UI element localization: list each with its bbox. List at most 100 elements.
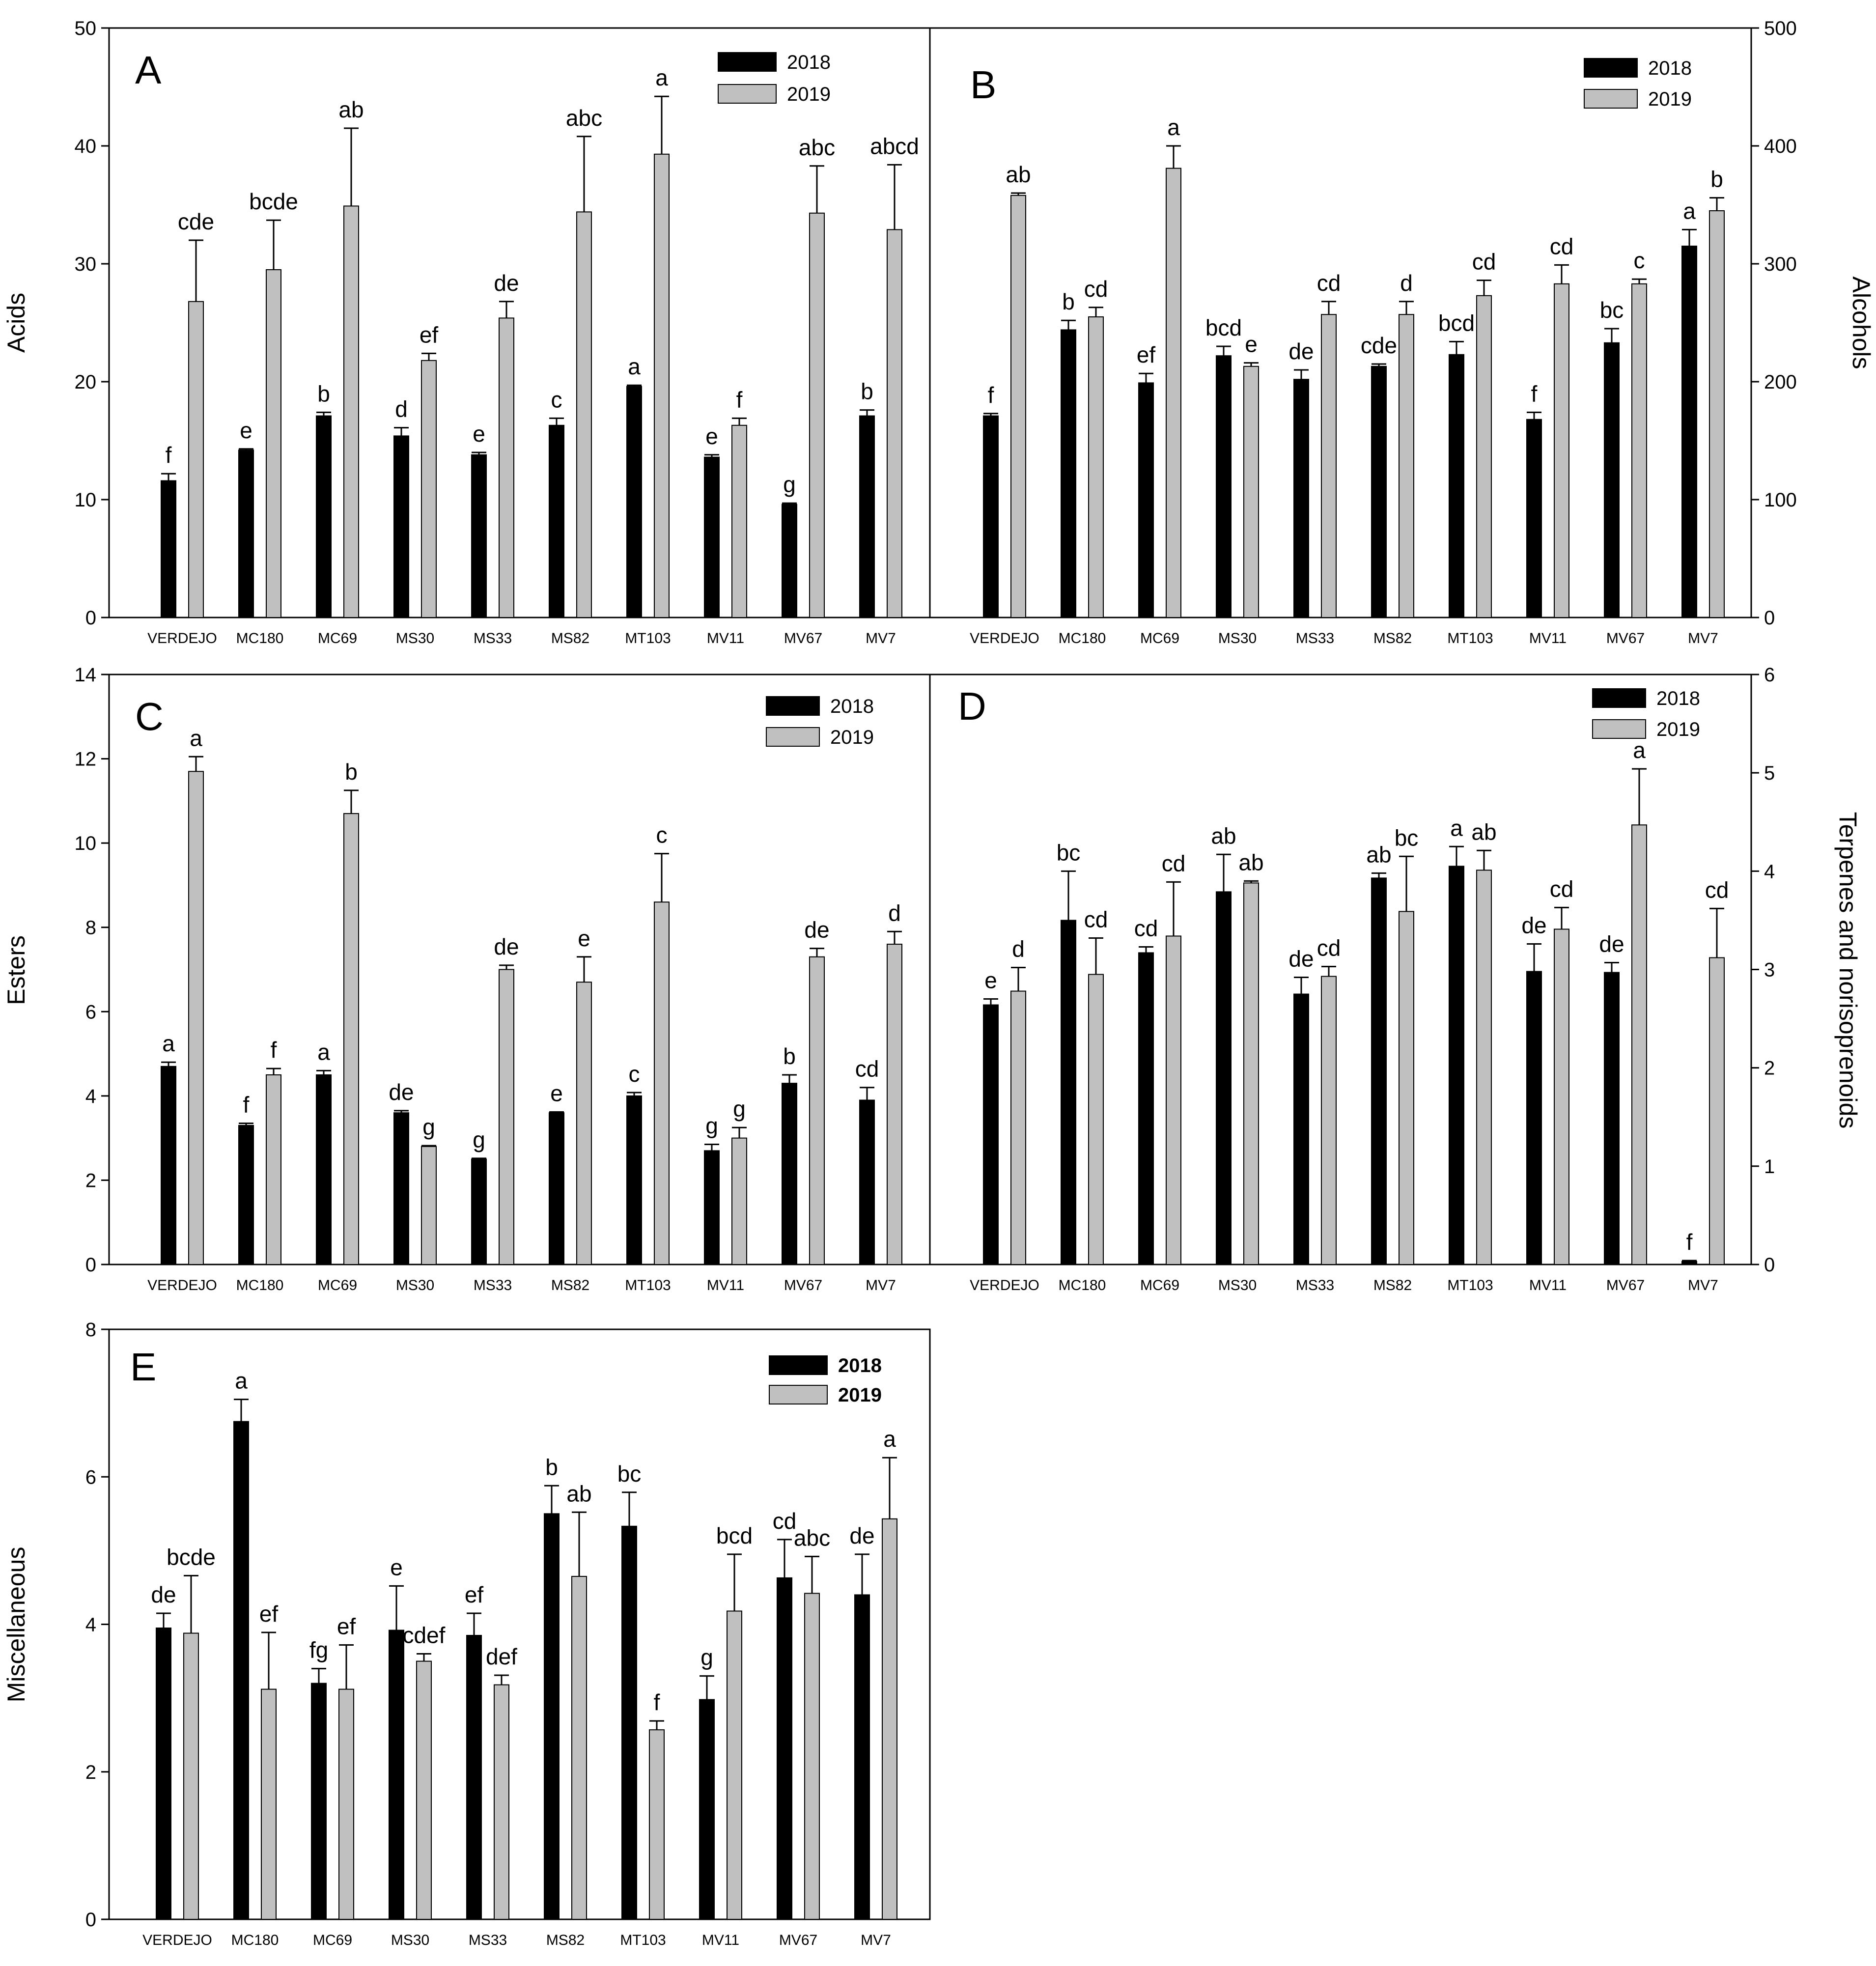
bar-2019 bbox=[1243, 365, 1259, 618]
significance-label: a bbox=[1167, 114, 1180, 140]
bar-2018 bbox=[1061, 920, 1076, 1265]
y-axis-title: Alcohols bbox=[1848, 277, 1875, 369]
significance-label: g bbox=[422, 1114, 435, 1140]
y-axis-title: Miscellaneous bbox=[2, 1547, 30, 1703]
legend-label: 2018 bbox=[787, 52, 831, 73]
x-tick-label: MS30 bbox=[391, 1932, 429, 1948]
x-tick-label: MS33 bbox=[469, 1932, 507, 1948]
significance-label: bc bbox=[1600, 297, 1624, 323]
bar-2019 bbox=[731, 1137, 747, 1265]
bar-2019 bbox=[183, 1632, 199, 1920]
bar-2019 bbox=[188, 301, 204, 618]
bar-2019 bbox=[421, 1146, 437, 1265]
x-tick-label: MS82 bbox=[1373, 630, 1412, 646]
bar-2018 bbox=[393, 1112, 409, 1265]
bar-2018 bbox=[471, 1158, 487, 1265]
panel-letter: C bbox=[135, 695, 164, 738]
bar-2018 bbox=[854, 1594, 870, 1920]
x-tick-label: MV11 bbox=[1529, 630, 1567, 646]
significance-label: b bbox=[317, 381, 330, 406]
bar-2019 bbox=[421, 360, 437, 618]
x-tick-label: MV11 bbox=[702, 1932, 739, 1948]
x-tick-label: MC180 bbox=[231, 1932, 279, 1948]
bar-2019 bbox=[654, 153, 670, 618]
significance-label: de bbox=[1599, 931, 1624, 956]
y-tick-label: 40 bbox=[75, 136, 97, 157]
significance-label: cdef bbox=[403, 1623, 446, 1648]
significance-label: f bbox=[654, 1689, 660, 1715]
significance-label: g bbox=[783, 472, 796, 497]
x-tick-label: MS82 bbox=[1373, 1277, 1412, 1293]
bar-2019 bbox=[261, 1688, 277, 1920]
bar-2018 bbox=[544, 1513, 560, 1920]
bar-2019 bbox=[809, 956, 825, 1265]
significance-label: de bbox=[494, 270, 519, 296]
significance-label: bc bbox=[617, 1461, 642, 1487]
significance-label: ef bbox=[259, 1601, 279, 1627]
bar-2018 bbox=[393, 435, 409, 618]
legend-label: 2019 bbox=[787, 84, 831, 105]
bar-2018 bbox=[699, 1699, 715, 1920]
significance-label: e bbox=[473, 421, 485, 447]
panel-c-frame bbox=[108, 674, 931, 1265]
y-tick-label: 0 bbox=[1764, 1254, 1775, 1276]
x-tick-label: MV11 bbox=[1529, 1277, 1567, 1293]
x-tick-label: MT103 bbox=[620, 1932, 666, 1948]
significance-label: ef bbox=[337, 1614, 356, 1639]
legend-swatch-2019 bbox=[1584, 89, 1638, 109]
bar-2019 bbox=[731, 424, 747, 618]
bar-2018 bbox=[983, 1004, 999, 1265]
bar-2018 bbox=[777, 1577, 792, 1920]
bar-2018 bbox=[471, 454, 487, 618]
x-tick-label: MC69 bbox=[313, 1932, 352, 1948]
bar-2019 bbox=[1476, 295, 1492, 618]
bar-2018 bbox=[859, 1099, 875, 1265]
panel-b: 0 100 200 300 400 500 Alcohols B VERDEJO MC180 MC6… bbox=[929, 18, 1875, 646]
x-tick-label: MC69 bbox=[1140, 630, 1179, 646]
significance-label: f bbox=[1686, 1229, 1693, 1255]
x-tick-label: MV67 bbox=[779, 1932, 817, 1948]
legend-swatch-2019 bbox=[1592, 719, 1646, 739]
bar-2019 bbox=[571, 1575, 587, 1920]
x-tick-label: VERDEJO bbox=[970, 1277, 1039, 1293]
x-tick-label: MV67 bbox=[784, 1277, 822, 1293]
bar-2019 bbox=[1088, 316, 1104, 618]
significance-label: cd bbox=[1317, 935, 1341, 960]
panel-letter: E bbox=[130, 1345, 156, 1389]
bar-2018 bbox=[1293, 379, 1309, 618]
significance-label: de bbox=[1288, 338, 1314, 364]
x-tick-label: MV7 bbox=[866, 1277, 896, 1293]
bar-2019 bbox=[1399, 314, 1414, 618]
significance-label: b bbox=[545, 1454, 558, 1480]
significance-label: de bbox=[494, 934, 519, 959]
x-tick-label: MV7 bbox=[861, 1932, 891, 1948]
bar-2018 bbox=[621, 1525, 637, 1920]
x-tick-label: MV7 bbox=[1688, 630, 1718, 646]
panel-letter: B bbox=[970, 63, 996, 107]
significance-label: f bbox=[1531, 381, 1538, 406]
bar-2019 bbox=[343, 205, 359, 618]
bar-2018 bbox=[859, 415, 875, 618]
bar-2018 bbox=[161, 480, 176, 618]
y-tick-label: 50 bbox=[75, 18, 97, 39]
y-tick-label: 5 bbox=[1764, 762, 1775, 784]
bar-2018 bbox=[311, 1683, 327, 1920]
legend-label: 2018 bbox=[830, 696, 874, 717]
bar-2019 bbox=[727, 1610, 742, 1920]
significance-label: cd bbox=[1317, 270, 1341, 296]
y-tick-label: 10 bbox=[75, 489, 97, 511]
bar-2018 bbox=[1371, 365, 1387, 618]
bar-2019 bbox=[1631, 283, 1647, 618]
bar-2019 bbox=[1010, 195, 1026, 618]
y-tick-label: 12 bbox=[75, 749, 97, 770]
significance-label: bcde bbox=[249, 189, 298, 214]
bar-2018 bbox=[316, 415, 332, 618]
significance-label: fg bbox=[309, 1637, 328, 1663]
significance-label: a bbox=[1450, 815, 1463, 841]
significance-label: a bbox=[655, 65, 668, 90]
bar-2018 bbox=[1604, 342, 1620, 618]
bar-2019 bbox=[649, 1729, 665, 1920]
bar-2019 bbox=[576, 211, 592, 618]
y-tick-label: 0 bbox=[85, 1909, 96, 1931]
